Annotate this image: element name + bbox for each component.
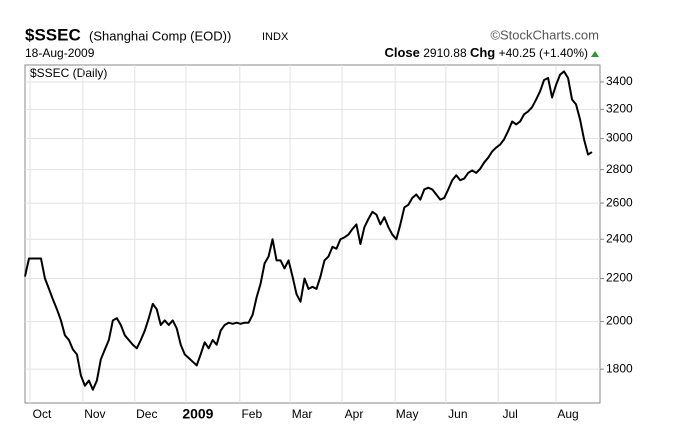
x-tick-label: Jul (502, 407, 517, 421)
change-label: Chg (470, 45, 495, 60)
series-label: $SSEC (Daily) (30, 66, 107, 80)
x-tick-label: 2009 (182, 406, 213, 422)
x-tick-label: Feb (241, 407, 262, 421)
quote: Close 2910.88 Chg +40.25 (+1.40%) (384, 45, 588, 60)
x-tick-label: Oct (33, 407, 52, 421)
x-tick-label: May (396, 407, 419, 421)
x-tick-label: Apr (345, 407, 364, 421)
chart-title: $SSEC (25, 25, 81, 44)
x-tick-label: Jun (448, 407, 467, 421)
x-tick-label: Nov (84, 407, 105, 421)
y-tick-label: 3000 (606, 131, 633, 145)
change-value: +40.25 (+1.40%) (499, 46, 588, 60)
y-tick-label: 2600 (606, 195, 633, 209)
close-value: 2910.88 (423, 46, 467, 60)
close-label: Close (384, 45, 419, 60)
price-line (24, 70, 593, 391)
source: ©StockCharts.com (490, 27, 599, 42)
y-tick-label: 2800 (606, 162, 633, 176)
y-tick-label: 1800 (606, 361, 633, 375)
x-tick-label: Mar (292, 407, 313, 421)
y-tick-label: 3200 (606, 101, 633, 115)
exchange: INDX (262, 31, 289, 43)
chart-subtitle: (Shanghai Comp (EOD)) (89, 28, 231, 43)
date: 18-Aug-2009 (25, 46, 95, 60)
y-tick-label: 2200 (606, 271, 633, 285)
plot-frame (24, 64, 601, 404)
y-tick-label: 2400 (606, 231, 633, 245)
up-arrow (591, 51, 599, 57)
x-tick-label: Dec (136, 407, 157, 421)
x-tick-label: Aug (557, 407, 578, 421)
y-tick-label: 3400 (606, 74, 633, 88)
y-tick-label: 2000 (606, 314, 633, 328)
